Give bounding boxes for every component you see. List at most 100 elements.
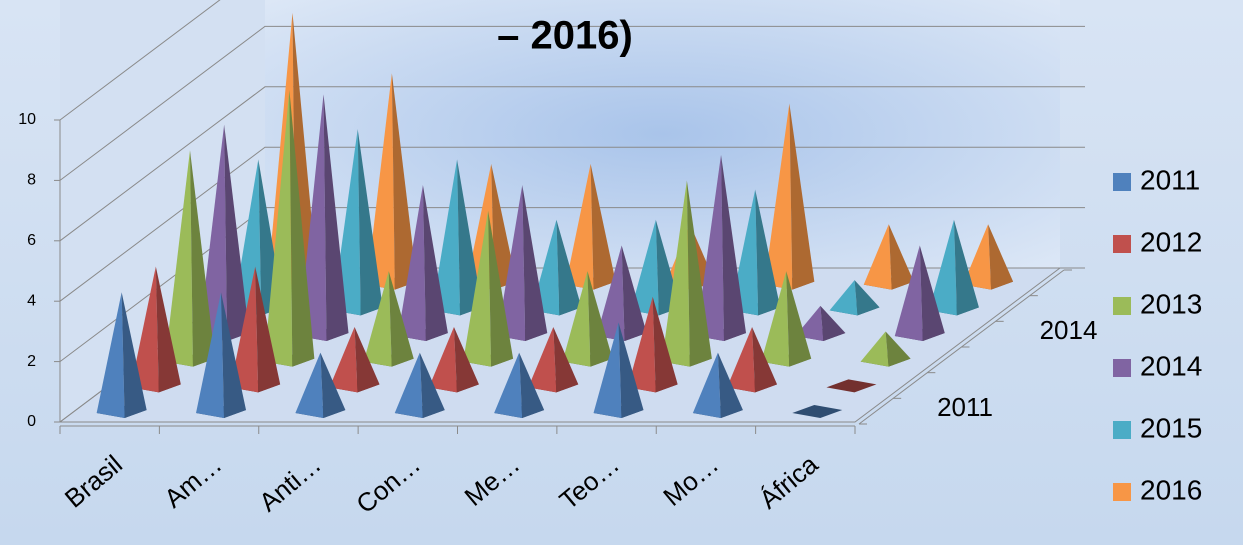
pyramid-face-right xyxy=(854,280,880,316)
pyramid xyxy=(130,266,181,393)
pyramid-face-left xyxy=(596,245,625,342)
legend-swatch xyxy=(1113,483,1131,501)
pyramid xyxy=(860,331,911,367)
y-tick-label: 10 xyxy=(18,111,36,128)
pyramid-face-right xyxy=(422,185,448,342)
pyramid-face-right xyxy=(786,271,812,367)
pyramid-face-left xyxy=(761,271,790,367)
pyramid-face-right xyxy=(488,210,514,367)
y-tick-label: 6 xyxy=(27,232,36,249)
pyramid-face-left xyxy=(164,150,193,367)
pyramid-face-right xyxy=(755,189,781,316)
pyramid xyxy=(230,266,281,393)
legend-label: 2016 xyxy=(1140,474,1202,505)
pyramid-face-right xyxy=(686,180,712,367)
pyramid-face-right xyxy=(388,271,414,367)
pyramid-face-right xyxy=(988,224,1014,290)
y-tick-label: 4 xyxy=(27,292,36,309)
pyramid xyxy=(196,292,247,419)
pyramid-face-right xyxy=(717,352,743,419)
pyramid xyxy=(295,352,346,419)
pyramid-base xyxy=(792,405,843,419)
pyramid xyxy=(696,154,747,342)
grid-line xyxy=(59,146,1085,302)
y-tick-label: 8 xyxy=(27,172,36,189)
pyramid xyxy=(826,379,877,393)
pyramid-face-left xyxy=(230,266,259,393)
pyramid-face-left xyxy=(497,185,526,342)
pyramid-face-left xyxy=(494,352,523,419)
pyramid-face-left xyxy=(329,326,358,393)
pyramid xyxy=(96,292,147,419)
pyramid-face-right xyxy=(556,219,582,316)
legend-swatch xyxy=(1113,421,1131,439)
pyramid-face-left xyxy=(696,154,725,342)
pyramid-face-left xyxy=(428,326,457,393)
pyramid-face-right xyxy=(820,305,846,342)
pyramid-face-right xyxy=(354,326,380,393)
pyramid xyxy=(661,180,712,367)
pyramid-face-left xyxy=(764,103,793,290)
pyramid-face-left xyxy=(366,73,395,290)
pyramid-face-right xyxy=(121,292,147,419)
pyramid-face-left xyxy=(528,326,557,393)
pyramid-face-left xyxy=(963,224,992,290)
pyramid-face-left xyxy=(692,352,721,419)
pyramid-face-left xyxy=(894,245,923,342)
pyramid-face-right xyxy=(652,296,678,393)
grid-line xyxy=(59,86,1085,242)
legend-label: 2012 xyxy=(1140,226,1202,257)
pyramid xyxy=(727,326,778,393)
pyramid xyxy=(627,296,678,393)
pyramid-face-left xyxy=(363,271,392,367)
pyramid-face-right xyxy=(553,326,579,393)
pyramid xyxy=(928,219,979,316)
pyramid xyxy=(432,159,483,316)
pyramid-face-left xyxy=(661,180,690,367)
y-tick-label: 0 xyxy=(27,413,36,430)
pyramid-base xyxy=(826,379,877,393)
pyramid-face-right xyxy=(888,224,914,290)
pyramid xyxy=(894,245,945,342)
pyramid-face-right xyxy=(189,150,215,367)
pyramid-face-right xyxy=(590,163,616,290)
legend-label: 2011 xyxy=(1140,164,1200,195)
pyramid-face-right xyxy=(953,219,979,316)
pyramid xyxy=(863,224,914,290)
depth-label: 2014 xyxy=(1040,315,1098,345)
pyramid-face-right xyxy=(721,154,747,342)
pyramid-face-right xyxy=(522,185,548,342)
pyramid-face-right xyxy=(885,331,911,367)
pyramid-face-right xyxy=(752,326,778,393)
pyramid-face-right xyxy=(155,266,181,393)
pyramid xyxy=(764,103,815,290)
pyramid-face-left xyxy=(96,292,125,419)
pyramid xyxy=(593,322,644,419)
depth-label: 2011 xyxy=(937,392,993,422)
pyramid-face-left xyxy=(627,296,656,393)
legend-label: 2015 xyxy=(1140,412,1202,443)
legend-swatch xyxy=(1113,173,1131,191)
pyramid xyxy=(463,210,514,367)
pyramid-face-right xyxy=(391,73,417,290)
pyramid-face-left xyxy=(593,322,622,419)
y-tick-label: 2 xyxy=(27,353,36,370)
pyramid-face-right xyxy=(519,352,545,419)
pyramid-face-right xyxy=(224,124,250,342)
pyramid xyxy=(494,352,545,419)
pyramid-face-right xyxy=(255,266,281,393)
pyramid xyxy=(829,280,880,316)
pyramid-face-left xyxy=(829,280,858,316)
pyramid-face-right xyxy=(320,352,346,419)
pyramid-face-right xyxy=(621,245,647,342)
pyramid xyxy=(397,185,448,342)
pyramid-face-left xyxy=(463,210,492,367)
pyramid xyxy=(562,271,613,367)
pyramid-face-left xyxy=(727,326,756,393)
pyramid xyxy=(692,352,743,419)
pyramid-face-right xyxy=(618,322,644,419)
pyramid-face-right xyxy=(221,292,247,419)
pyramid xyxy=(497,185,548,342)
pyramid-face-left xyxy=(630,219,659,316)
